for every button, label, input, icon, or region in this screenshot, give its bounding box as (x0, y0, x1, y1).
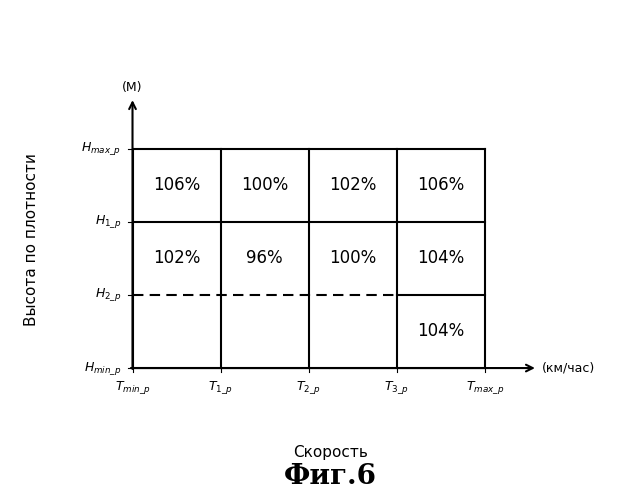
Text: 104%: 104% (417, 250, 464, 268)
Text: $H_{2\_p}$: $H_{2\_p}$ (95, 286, 122, 304)
Text: $T_{1\_p}$: $T_{1\_p}$ (208, 379, 233, 396)
Text: $T_{2\_p}$: $T_{2\_p}$ (296, 379, 321, 396)
Text: Высота по плотности: Высота по плотности (24, 154, 39, 326)
Text: $T_{3\_p}$: $T_{3\_p}$ (384, 379, 409, 396)
Text: $H_{max\_p}$: $H_{max\_p}$ (81, 140, 122, 157)
Text: 106%: 106% (153, 176, 200, 194)
Text: 96%: 96% (246, 250, 283, 268)
Text: 102%: 102% (329, 176, 376, 194)
Text: (км/час): (км/час) (542, 362, 595, 374)
Text: $T_{max\_p}$: $T_{max\_p}$ (466, 379, 504, 396)
Text: Фиг.6: Фиг.6 (284, 463, 378, 490)
Text: 104%: 104% (417, 322, 464, 340)
Text: Скорость: Скорость (293, 445, 368, 460)
Text: (М): (М) (122, 80, 143, 94)
Text: $H_{1\_p}$: $H_{1\_p}$ (95, 213, 122, 230)
Text: $H_{min\_p}$: $H_{min\_p}$ (84, 360, 122, 376)
Text: 100%: 100% (329, 250, 376, 268)
Text: $T_{min\_p}$: $T_{min\_p}$ (115, 379, 150, 396)
Text: 102%: 102% (153, 250, 200, 268)
Text: 106%: 106% (417, 176, 464, 194)
Text: 100%: 100% (241, 176, 288, 194)
